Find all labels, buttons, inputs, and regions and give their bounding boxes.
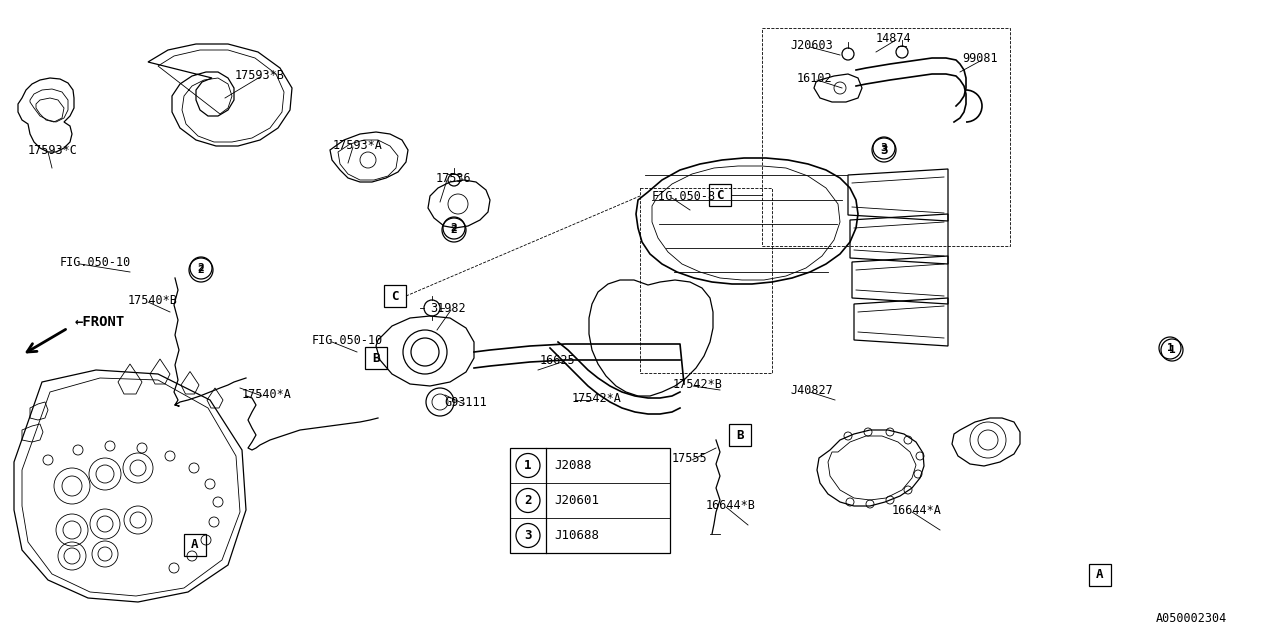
- Text: FIG.050-10: FIG.050-10: [60, 255, 132, 269]
- Text: 16644*A: 16644*A: [892, 504, 942, 516]
- Bar: [762, 28, 1010, 246]
- Text: 2: 2: [451, 223, 457, 233]
- Text: 17593*B: 17593*B: [236, 68, 285, 81]
- Text: B: B: [372, 351, 380, 365]
- Text: 99081: 99081: [963, 51, 997, 65]
- Text: 16625: 16625: [540, 353, 576, 367]
- Text: G93111: G93111: [444, 396, 486, 408]
- Text: J40827: J40827: [790, 383, 833, 397]
- Text: ←FRONT: ←FRONT: [76, 315, 125, 329]
- Text: 17555: 17555: [672, 451, 708, 465]
- Text: 3: 3: [525, 529, 531, 542]
- Text: 3: 3: [881, 143, 888, 157]
- Text: 2: 2: [197, 265, 205, 275]
- Bar: [640, 188, 772, 373]
- Text: 2: 2: [197, 263, 205, 273]
- Bar: [184, 534, 206, 556]
- Text: 1: 1: [1169, 345, 1175, 355]
- Text: A050002304: A050002304: [1156, 611, 1228, 625]
- Bar: [709, 184, 731, 206]
- Text: 17536: 17536: [436, 172, 471, 184]
- Text: 17542*A: 17542*A: [572, 392, 622, 404]
- Text: C: C: [717, 189, 723, 202]
- Text: 1: 1: [1166, 343, 1174, 353]
- Text: 16102: 16102: [797, 72, 832, 84]
- Text: FIG.050-8: FIG.050-8: [652, 189, 716, 202]
- Text: 2: 2: [525, 494, 531, 507]
- Text: C: C: [392, 289, 399, 303]
- Text: 2: 2: [451, 225, 457, 235]
- Text: 1: 1: [525, 459, 531, 472]
- Text: A: A: [1096, 568, 1103, 582]
- Text: J2088: J2088: [554, 459, 591, 472]
- Text: A: A: [191, 538, 198, 552]
- Bar: [509, 448, 669, 553]
- Text: 14874: 14874: [876, 31, 911, 45]
- Text: 17540*B: 17540*B: [128, 294, 178, 307]
- Text: 17540*A: 17540*A: [242, 387, 292, 401]
- Text: B: B: [736, 429, 744, 442]
- Bar: [730, 424, 751, 446]
- Text: J10688: J10688: [554, 529, 599, 542]
- Bar: [365, 347, 387, 369]
- Bar: [384, 285, 406, 307]
- Text: 31982: 31982: [430, 301, 466, 314]
- Text: 16644*B: 16644*B: [707, 499, 756, 511]
- Text: 17593*A: 17593*A: [333, 138, 383, 152]
- Bar: [1089, 564, 1111, 586]
- Text: 17593*C: 17593*C: [28, 143, 78, 157]
- Text: J20603: J20603: [790, 38, 833, 51]
- Text: 3: 3: [881, 143, 887, 153]
- Text: J20601: J20601: [554, 494, 599, 507]
- Text: FIG.050-10: FIG.050-10: [312, 333, 383, 346]
- Text: 17542*B: 17542*B: [673, 378, 723, 390]
